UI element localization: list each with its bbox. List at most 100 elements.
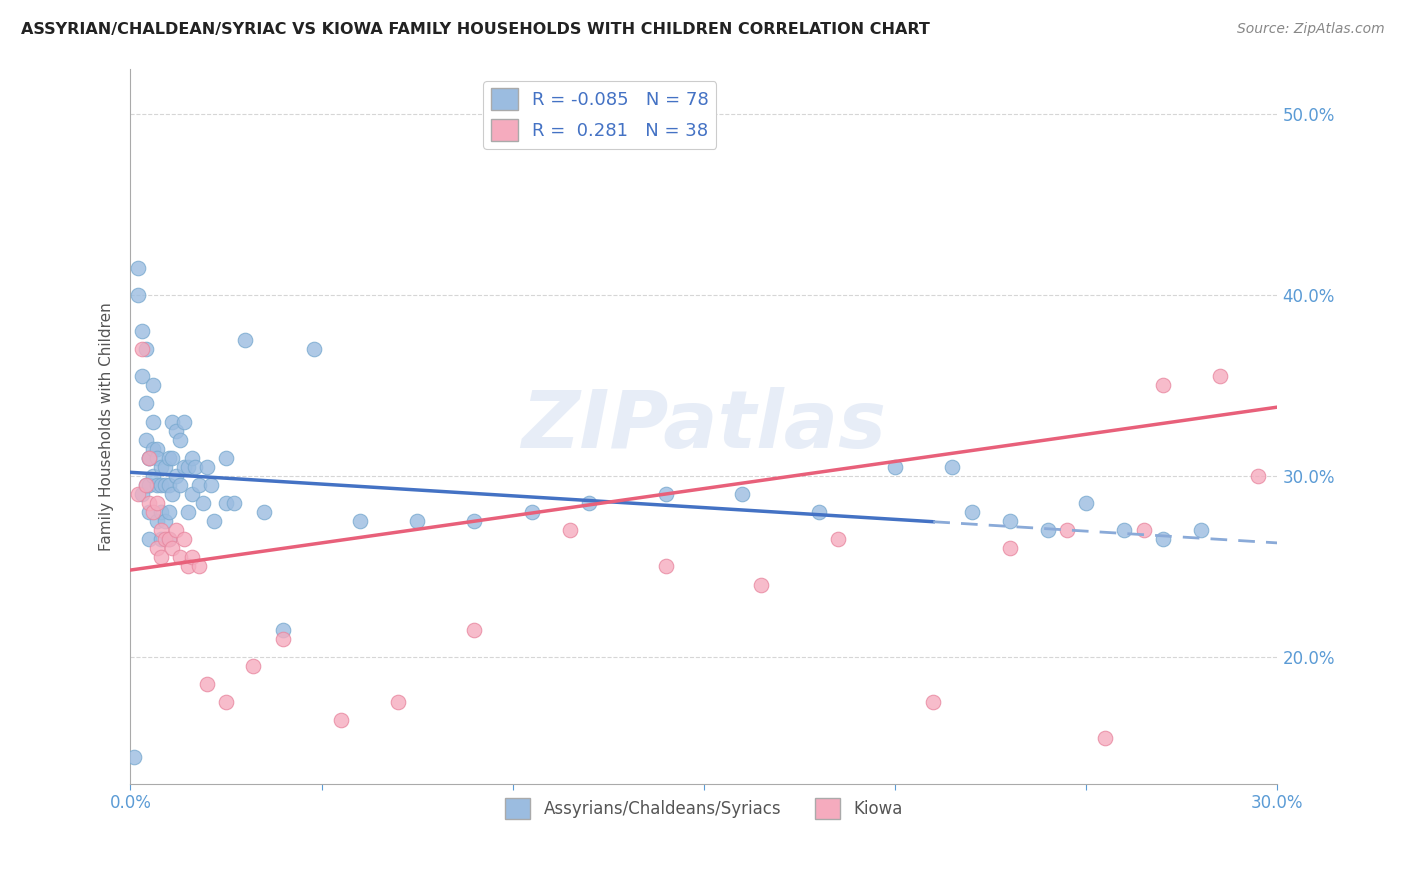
Point	[135, 478, 157, 492]
Point	[463, 514, 485, 528]
Point	[127, 260, 149, 275]
Point	[195, 677, 218, 691]
Point	[998, 541, 1021, 556]
Point	[173, 459, 195, 474]
Point	[135, 396, 157, 410]
Point	[157, 478, 180, 492]
Point	[131, 369, 153, 384]
Point	[807, 505, 830, 519]
Point	[153, 478, 176, 492]
Point	[153, 533, 176, 547]
Point	[215, 450, 238, 465]
Point	[271, 623, 294, 637]
Point	[138, 450, 160, 465]
Point	[922, 695, 945, 709]
Point	[578, 496, 600, 510]
Point	[146, 450, 169, 465]
Point	[1036, 523, 1059, 537]
Point	[162, 415, 184, 429]
Point	[149, 523, 172, 537]
Point	[135, 433, 157, 447]
Point	[146, 514, 169, 528]
Point	[138, 450, 160, 465]
Point	[142, 505, 165, 519]
Point	[188, 478, 211, 492]
Point	[215, 496, 238, 510]
Point	[138, 505, 160, 519]
Point	[176, 505, 198, 519]
Point	[127, 487, 149, 501]
Point	[149, 478, 172, 492]
Point	[176, 459, 198, 474]
Point	[204, 514, 226, 528]
Point	[200, 478, 222, 492]
Point	[157, 505, 180, 519]
Point	[149, 550, 172, 565]
Point	[406, 514, 429, 528]
Point	[138, 533, 160, 547]
Point	[162, 450, 184, 465]
Point	[271, 632, 294, 646]
Point	[1152, 533, 1174, 547]
Point	[941, 459, 963, 474]
Point	[1132, 523, 1154, 537]
Point	[165, 523, 187, 537]
Point	[138, 450, 160, 465]
Point	[1056, 523, 1078, 537]
Point	[138, 496, 160, 510]
Point	[654, 487, 676, 501]
Point	[142, 469, 165, 483]
Point	[127, 288, 149, 302]
Point	[146, 478, 169, 492]
Point	[180, 550, 202, 565]
Point	[146, 541, 169, 556]
Point	[131, 342, 153, 356]
Point	[960, 505, 983, 519]
Point	[165, 469, 187, 483]
Point	[146, 496, 169, 510]
Point	[153, 459, 176, 474]
Point	[149, 505, 172, 519]
Text: ASSYRIAN/CHALDEAN/SYRIAC VS KIOWA FAMILY HOUSEHOLDS WITH CHILDREN CORRELATION CH: ASSYRIAN/CHALDEAN/SYRIAC VS KIOWA FAMILY…	[21, 22, 929, 37]
Point	[149, 533, 172, 547]
Y-axis label: Family Households with Children: Family Households with Children	[100, 301, 114, 550]
Point	[157, 533, 180, 547]
Point	[162, 487, 184, 501]
Point	[463, 623, 485, 637]
Point	[153, 514, 176, 528]
Point	[142, 415, 165, 429]
Point	[222, 496, 245, 510]
Point	[149, 459, 172, 474]
Point	[131, 487, 153, 501]
Point	[731, 487, 754, 501]
Point	[1209, 369, 1232, 384]
Point	[1094, 731, 1116, 746]
Point	[520, 505, 543, 519]
Point	[233, 333, 256, 347]
Point	[142, 378, 165, 392]
Point	[654, 559, 676, 574]
Point	[1189, 523, 1212, 537]
Point	[215, 695, 238, 709]
Point	[1114, 523, 1136, 537]
Point	[142, 442, 165, 456]
Point	[329, 714, 352, 728]
Point	[135, 478, 157, 492]
Point	[157, 533, 180, 547]
Point	[138, 478, 160, 492]
Point	[131, 324, 153, 338]
Point	[169, 478, 191, 492]
Point	[184, 459, 207, 474]
Point	[162, 541, 184, 556]
Point	[1247, 469, 1270, 483]
Point	[387, 695, 409, 709]
Text: ZIPatlas: ZIPatlas	[522, 387, 886, 465]
Point	[173, 533, 195, 547]
Point	[253, 505, 276, 519]
Point	[173, 415, 195, 429]
Point	[558, 523, 581, 537]
Point	[749, 577, 772, 591]
Point	[195, 459, 218, 474]
Point	[165, 424, 187, 438]
Point	[176, 559, 198, 574]
